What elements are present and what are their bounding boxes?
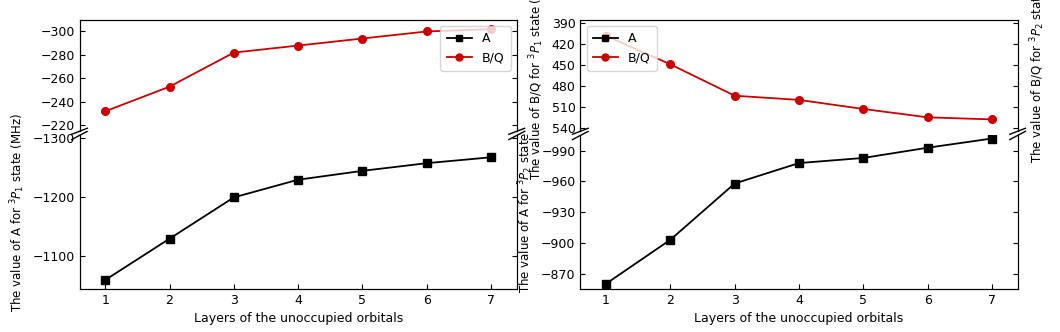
X-axis label: Layers of the unoccupied orbitals: Layers of the unoccupied orbitals <box>194 312 403 325</box>
Y-axis label: The value of A for $^3P_1$ state (MHz): The value of A for $^3P_1$ state (MHz) <box>8 113 26 312</box>
Y-axis label: The value of B/Q for $^3P_1$ state (a.u.): The value of B/Q for $^3P_1$ state (a.u.… <box>527 0 546 180</box>
Y-axis label: The value of B/Q for $^3P_2$ state: The value of B/Q for $^3P_2$ state <box>1028 0 1046 163</box>
Legend: A, B/Q: A, B/Q <box>440 26 511 71</box>
Legend: A, B/Q: A, B/Q <box>586 26 657 71</box>
Y-axis label: The value of A for $^3P_2$ state: The value of A for $^3P_2$ state <box>516 131 535 293</box>
X-axis label: Layers of the unoccupied orbitals: Layers of the unoccupied orbitals <box>694 312 903 325</box>
